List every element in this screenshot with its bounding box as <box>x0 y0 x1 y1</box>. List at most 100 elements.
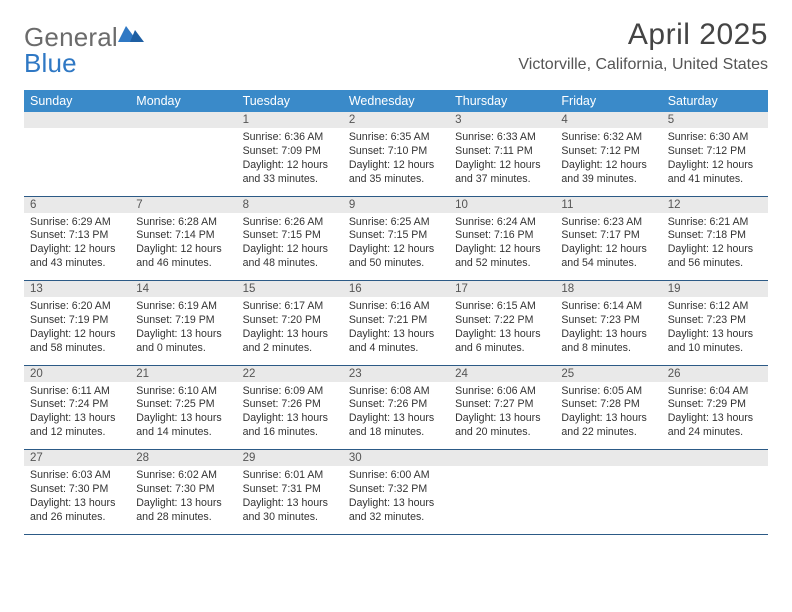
sunrise-line: Sunrise: 6:14 AM <box>561 300 655 314</box>
weekday-header: Tuesday <box>237 90 343 112</box>
sunrise-line: Sunrise: 6:35 AM <box>349 131 443 145</box>
day-number-cell: 24 <box>449 365 555 382</box>
daylight-line: Daylight: 13 hours and 8 minutes. <box>561 328 655 356</box>
day-cell: Sunrise: 6:06 AMSunset: 7:27 PMDaylight:… <box>449 382 555 450</box>
day-number-cell: 28 <box>130 450 236 467</box>
logo: General Blue <box>24 18 144 76</box>
week-row: Sunrise: 6:36 AMSunset: 7:09 PMDaylight:… <box>24 128 768 196</box>
sunset-line: Sunset: 7:20 PM <box>243 314 337 328</box>
day-number-cell: 8 <box>237 196 343 213</box>
sunrise-line: Sunrise: 6:36 AM <box>243 131 337 145</box>
daylight-line: Daylight: 13 hours and 32 minutes. <box>349 497 443 525</box>
daylight-line: Daylight: 13 hours and 12 minutes. <box>30 412 124 440</box>
sunrise-line: Sunrise: 6:21 AM <box>668 216 762 230</box>
day-cell: Sunrise: 6:15 AMSunset: 7:22 PMDaylight:… <box>449 297 555 365</box>
sunrise-line: Sunrise: 6:10 AM <box>136 385 230 399</box>
daylight-line: Daylight: 13 hours and 30 minutes. <box>243 497 337 525</box>
day-number-cell: 22 <box>237 365 343 382</box>
logo-word-blue: Blue <box>24 48 77 78</box>
daynum-row: 13141516171819 <box>24 281 768 298</box>
daylight-line: Daylight: 13 hours and 20 minutes. <box>455 412 549 440</box>
day-number-cell: 23 <box>343 365 449 382</box>
sunset-line: Sunset: 7:30 PM <box>30 483 124 497</box>
daynum-row: 6789101112 <box>24 196 768 213</box>
daylight-line: Daylight: 12 hours and 48 minutes. <box>243 243 337 271</box>
logo-text: General Blue <box>24 24 144 76</box>
daylight-line: Daylight: 12 hours and 33 minutes. <box>243 159 337 187</box>
day-number-cell: 30 <box>343 450 449 467</box>
day-cell: Sunrise: 6:23 AMSunset: 7:17 PMDaylight:… <box>555 213 661 281</box>
sunset-line: Sunset: 7:21 PM <box>349 314 443 328</box>
day-number-cell: 19 <box>662 281 768 298</box>
day-number-cell <box>449 450 555 467</box>
sunset-line: Sunset: 7:11 PM <box>455 145 549 159</box>
sunrise-line: Sunrise: 6:26 AM <box>243 216 337 230</box>
sunrise-line: Sunrise: 6:17 AM <box>243 300 337 314</box>
day-number-cell <box>662 450 768 467</box>
sunrise-line: Sunrise: 6:11 AM <box>30 385 124 399</box>
day-cell: Sunrise: 6:24 AMSunset: 7:16 PMDaylight:… <box>449 213 555 281</box>
weekday-header: Saturday <box>662 90 768 112</box>
day-number-cell <box>130 112 236 128</box>
daylight-line: Daylight: 13 hours and 14 minutes. <box>136 412 230 440</box>
sunrise-line: Sunrise: 6:12 AM <box>668 300 762 314</box>
sunrise-line: Sunrise: 6:19 AM <box>136 300 230 314</box>
day-cell: Sunrise: 6:36 AMSunset: 7:09 PMDaylight:… <box>237 128 343 196</box>
sunrise-line: Sunrise: 6:00 AM <box>349 469 443 483</box>
daylight-line: Daylight: 12 hours and 54 minutes. <box>561 243 655 271</box>
sunset-line: Sunset: 7:19 PM <box>30 314 124 328</box>
weekday-header: Thursday <box>449 90 555 112</box>
day-number-cell: 2 <box>343 112 449 128</box>
day-number-cell: 17 <box>449 281 555 298</box>
week-row: Sunrise: 6:11 AMSunset: 7:24 PMDaylight:… <box>24 382 768 450</box>
daylight-line: Daylight: 12 hours and 41 minutes. <box>668 159 762 187</box>
sunset-line: Sunset: 7:28 PM <box>561 398 655 412</box>
day-number-cell: 6 <box>24 196 130 213</box>
day-cell: Sunrise: 6:01 AMSunset: 7:31 PMDaylight:… <box>237 466 343 534</box>
sunset-line: Sunset: 7:27 PM <box>455 398 549 412</box>
day-cell: Sunrise: 6:28 AMSunset: 7:14 PMDaylight:… <box>130 213 236 281</box>
page-subtitle: Victorville, California, United States <box>518 56 768 74</box>
sunset-line: Sunset: 7:15 PM <box>243 229 337 243</box>
weekday-header: Friday <box>555 90 661 112</box>
sunset-line: Sunset: 7:23 PM <box>668 314 762 328</box>
sunset-line: Sunset: 7:15 PM <box>349 229 443 243</box>
day-number-cell <box>24 112 130 128</box>
day-cell <box>662 466 768 534</box>
day-number-cell <box>555 450 661 467</box>
day-cell: Sunrise: 6:04 AMSunset: 7:29 PMDaylight:… <box>662 382 768 450</box>
day-number-cell: 20 <box>24 365 130 382</box>
sunrise-line: Sunrise: 6:30 AM <box>668 131 762 145</box>
sunset-line: Sunset: 7:12 PM <box>668 145 762 159</box>
daylight-line: Daylight: 13 hours and 0 minutes. <box>136 328 230 356</box>
daylight-line: Daylight: 12 hours and 56 minutes. <box>668 243 762 271</box>
day-number-cell: 7 <box>130 196 236 213</box>
sunset-line: Sunset: 7:09 PM <box>243 145 337 159</box>
sunrise-line: Sunrise: 6:08 AM <box>349 385 443 399</box>
day-cell: Sunrise: 6:19 AMSunset: 7:19 PMDaylight:… <box>130 297 236 365</box>
sunrise-line: Sunrise: 6:28 AM <box>136 216 230 230</box>
daynum-row: 27282930 <box>24 450 768 467</box>
sunset-line: Sunset: 7:19 PM <box>136 314 230 328</box>
day-number-cell: 14 <box>130 281 236 298</box>
sunset-line: Sunset: 7:17 PM <box>561 229 655 243</box>
daylight-line: Daylight: 12 hours and 43 minutes. <box>30 243 124 271</box>
day-number-cell: 4 <box>555 112 661 128</box>
day-cell: Sunrise: 6:12 AMSunset: 7:23 PMDaylight:… <box>662 297 768 365</box>
sunset-line: Sunset: 7:26 PM <box>349 398 443 412</box>
logo-sail-icon <box>118 24 144 42</box>
day-number-cell: 5 <box>662 112 768 128</box>
day-cell: Sunrise: 6:09 AMSunset: 7:26 PMDaylight:… <box>237 382 343 450</box>
day-number-cell: 3 <box>449 112 555 128</box>
day-number-cell: 11 <box>555 196 661 213</box>
day-cell: Sunrise: 6:11 AMSunset: 7:24 PMDaylight:… <box>24 382 130 450</box>
sunset-line: Sunset: 7:14 PM <box>136 229 230 243</box>
sunrise-line: Sunrise: 6:02 AM <box>136 469 230 483</box>
sunrise-line: Sunrise: 6:33 AM <box>455 131 549 145</box>
sunset-line: Sunset: 7:32 PM <box>349 483 443 497</box>
day-number-cell: 10 <box>449 196 555 213</box>
day-cell <box>24 128 130 196</box>
day-number-cell: 26 <box>662 365 768 382</box>
day-number-cell: 1 <box>237 112 343 128</box>
sunrise-line: Sunrise: 6:09 AM <box>243 385 337 399</box>
